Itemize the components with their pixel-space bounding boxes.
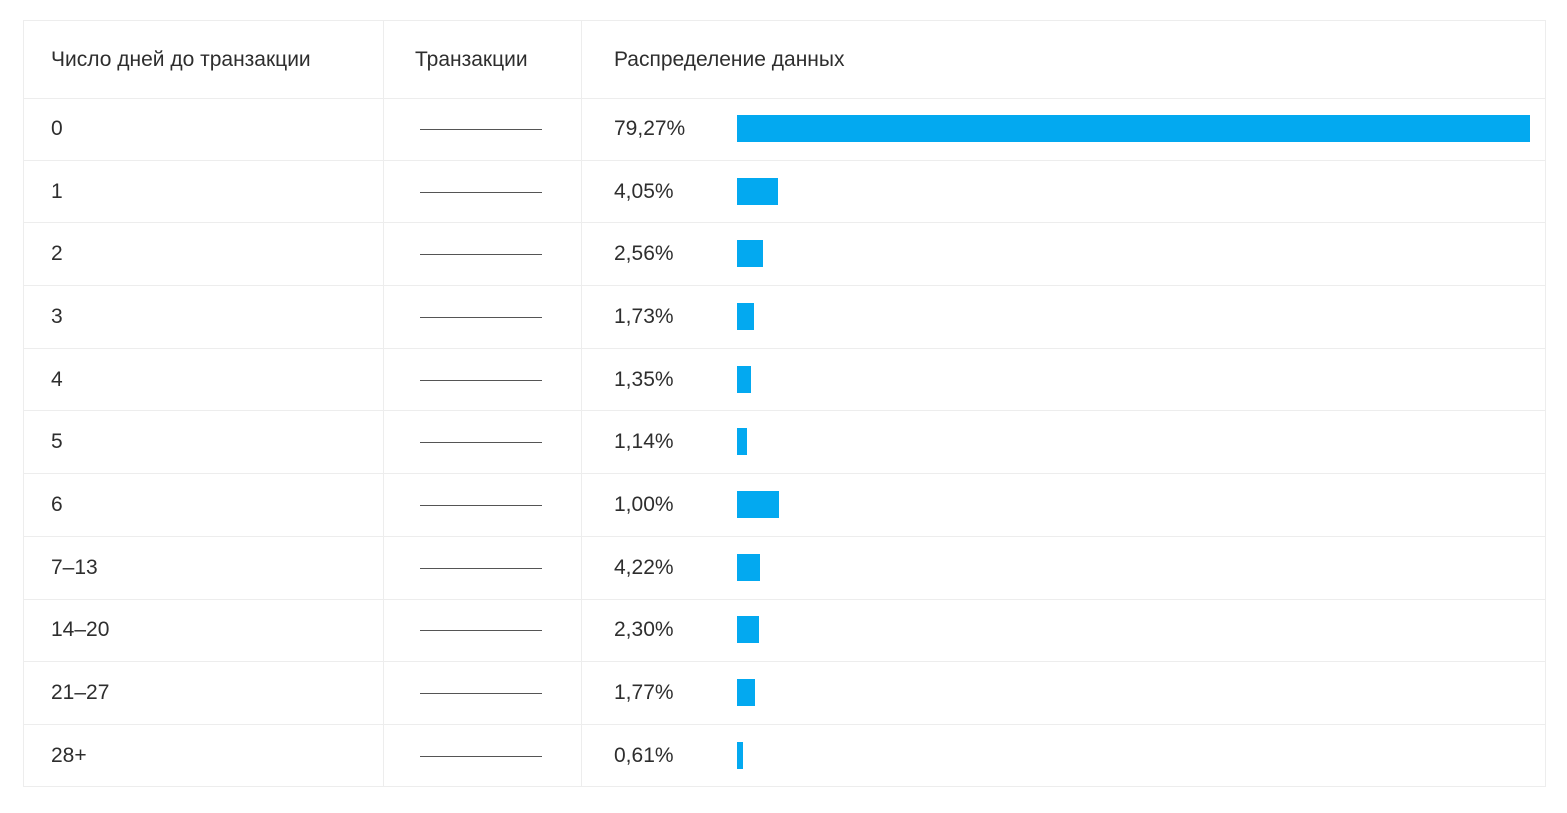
data-label: 1,77% xyxy=(614,681,674,705)
bar xyxy=(737,679,755,707)
header-transactions: Транзакции xyxy=(415,48,528,71)
table-body: 0 79,27% 1 4,05% 2 2,56% 3 1,73% 4 1,35% 5 1,14% 6 1,… xyxy=(24,98,1545,788)
table-row: 1 4,05% xyxy=(24,161,1545,224)
bar xyxy=(737,428,747,456)
bar xyxy=(737,302,755,330)
category-label: 14–20 xyxy=(51,618,110,642)
bar xyxy=(737,553,760,581)
table-row: 3 1,73% xyxy=(24,286,1545,349)
table-row: 21–27 1,77% xyxy=(24,662,1545,725)
category-label: 6 xyxy=(51,492,63,516)
data-label: 1,73% xyxy=(614,304,674,328)
bar xyxy=(737,490,780,518)
transactions-trend-line xyxy=(420,756,542,758)
transactions-trend-line xyxy=(420,567,542,569)
data-label: 1,14% xyxy=(614,430,674,454)
column-divider xyxy=(581,21,582,786)
transactions-trend-line xyxy=(420,504,542,506)
bar xyxy=(737,616,759,644)
data-label: 2,30% xyxy=(614,618,674,642)
category-label: 1 xyxy=(51,179,63,203)
transactions-trend-line xyxy=(420,128,542,130)
bar xyxy=(737,114,1530,142)
transactions-trend-line xyxy=(420,191,542,193)
transactions-trend-line xyxy=(420,316,542,318)
header-days: Число дней до транзакции xyxy=(51,48,311,71)
table-row: 0 79,27% xyxy=(24,98,1545,161)
header-distribution: Распределение данных xyxy=(614,48,845,71)
table-row: 14–20 2,30% xyxy=(24,600,1545,663)
retention-table: Число дней до транзакции Транзакции Расп… xyxy=(23,20,1546,787)
category-label: 2 xyxy=(51,242,63,266)
category-label: 4 xyxy=(51,367,63,391)
table-row: 5 1,14% xyxy=(24,411,1545,475)
data-label: 1,00% xyxy=(614,492,674,516)
category-label: 5 xyxy=(51,430,63,454)
transactions-trend-line xyxy=(420,630,542,632)
table-row: 6 1,00% xyxy=(24,474,1545,537)
data-label: 2,56% xyxy=(614,242,674,266)
category-label: 0 xyxy=(51,116,63,140)
transactions-trend-line xyxy=(420,442,542,444)
bar xyxy=(737,177,778,205)
category-label: 3 xyxy=(51,304,63,328)
category-label: 28+ xyxy=(51,744,87,768)
table-row: 2 2,56% xyxy=(24,223,1545,287)
data-label: 4,05% xyxy=(614,179,674,203)
bar xyxy=(737,365,751,393)
data-label: 4,22% xyxy=(614,555,674,579)
table-row: 7–13 4,22% xyxy=(24,537,1545,600)
table-row: 28+ 0,61% xyxy=(24,725,1545,788)
category-label: 7–13 xyxy=(51,555,98,579)
data-label: 79,27% xyxy=(614,116,686,140)
table-header: Число дней до транзакции Транзакции Расп… xyxy=(24,21,1545,99)
table-row: 4 1,35% xyxy=(24,349,1545,412)
transactions-trend-line xyxy=(420,693,542,695)
transactions-trend-line xyxy=(420,379,542,381)
data-label: 0,61% xyxy=(614,744,674,768)
transactions-trend-line xyxy=(420,254,542,256)
bar xyxy=(737,742,744,770)
category-label: 21–27 xyxy=(51,681,110,705)
data-label: 1,35% xyxy=(614,367,674,391)
bar xyxy=(737,240,763,268)
column-divider xyxy=(383,21,384,786)
